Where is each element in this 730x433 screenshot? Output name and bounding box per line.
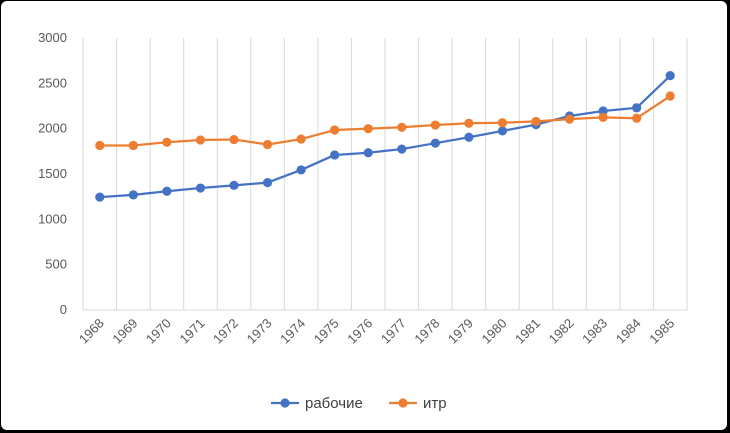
legend: рабочие итр <box>271 395 447 412</box>
data-point <box>195 183 206 193</box>
legend-label: рабочие <box>305 395 363 412</box>
x-tick-label: 1985 <box>646 316 677 347</box>
data-point <box>363 124 373 134</box>
data-point <box>229 134 239 145</box>
x-tick-label: 1971 <box>177 316 208 347</box>
data-point <box>229 180 239 190</box>
x-tick-label: 1968 <box>76 316 107 347</box>
series-group <box>95 71 675 202</box>
x-tick-label: 1969 <box>109 316 140 347</box>
data-point <box>464 118 474 128</box>
x-tick-label: 1972 <box>210 316 241 347</box>
y-tick-label: 1000 <box>38 211 67 226</box>
data-point <box>95 192 105 202</box>
x-tick-label: 1984 <box>613 316 644 347</box>
series-line-2 <box>99 95 671 147</box>
y-tick-label: 500 <box>45 257 67 272</box>
y-tick-label: 2000 <box>38 121 67 136</box>
legend-label: итр <box>423 395 447 412</box>
gridlines <box>82 38 688 311</box>
data-point <box>162 186 172 196</box>
data-point <box>464 132 474 142</box>
data-point <box>330 150 340 160</box>
x-tick-label: 1981 <box>512 316 543 347</box>
data-point <box>497 118 508 128</box>
data-point <box>397 122 407 132</box>
y-tick-label: 3000 <box>38 30 67 45</box>
data-point <box>665 91 675 101</box>
data-point <box>531 116 541 127</box>
data-point <box>363 148 373 158</box>
y-tick-label: 0 <box>60 302 67 317</box>
y-tick-label: 1500 <box>38 166 67 181</box>
data-point <box>95 140 105 151</box>
data-point <box>128 140 138 151</box>
data-point <box>330 125 340 135</box>
data-point <box>430 138 440 148</box>
x-tick-label: 1979 <box>445 316 476 347</box>
data-point <box>632 103 642 113</box>
data-point <box>564 114 575 124</box>
data-point <box>632 113 642 123</box>
legend-marker <box>398 398 408 408</box>
data-point <box>262 178 273 188</box>
data-point <box>665 71 675 81</box>
legend-item-2[interactable]: итр <box>389 395 447 412</box>
series-line-1 <box>99 74 672 199</box>
data-point <box>296 165 306 175</box>
data-point <box>195 135 206 145</box>
x-axis-ticks: 1968 1969 1970 1971 1972 1973 1974 1975 1976 1977… <box>76 316 678 347</box>
data-point <box>598 112 608 122</box>
data-point <box>430 120 440 130</box>
x-tick-label: 1983 <box>579 316 610 347</box>
data-point <box>162 137 172 147</box>
data-point <box>598 106 608 116</box>
y-axis-ticks: 0 500 1000 1500 2000 2500 3000 <box>38 30 67 317</box>
x-tick-label: 1976 <box>344 316 375 347</box>
x-tick-label: 1978 <box>411 316 442 347</box>
x-tick-label: 1974 <box>277 316 308 347</box>
x-tick-label: 1975 <box>311 316 342 347</box>
data-point <box>262 139 273 150</box>
data-point <box>296 134 306 144</box>
x-tick-label: 1982 <box>546 316 577 347</box>
legend-item-1[interactable]: рабочие <box>271 395 363 412</box>
x-tick-label: 1980 <box>479 316 510 347</box>
x-tick-label: 1977 <box>378 316 409 347</box>
y-tick-label: 2500 <box>38 75 67 90</box>
x-tick-label: 1973 <box>244 316 275 347</box>
data-point <box>128 190 138 200</box>
legend-marker <box>280 398 290 408</box>
x-tick-label: 1970 <box>143 316 174 347</box>
data-point <box>397 144 407 154</box>
data-point <box>497 126 508 136</box>
